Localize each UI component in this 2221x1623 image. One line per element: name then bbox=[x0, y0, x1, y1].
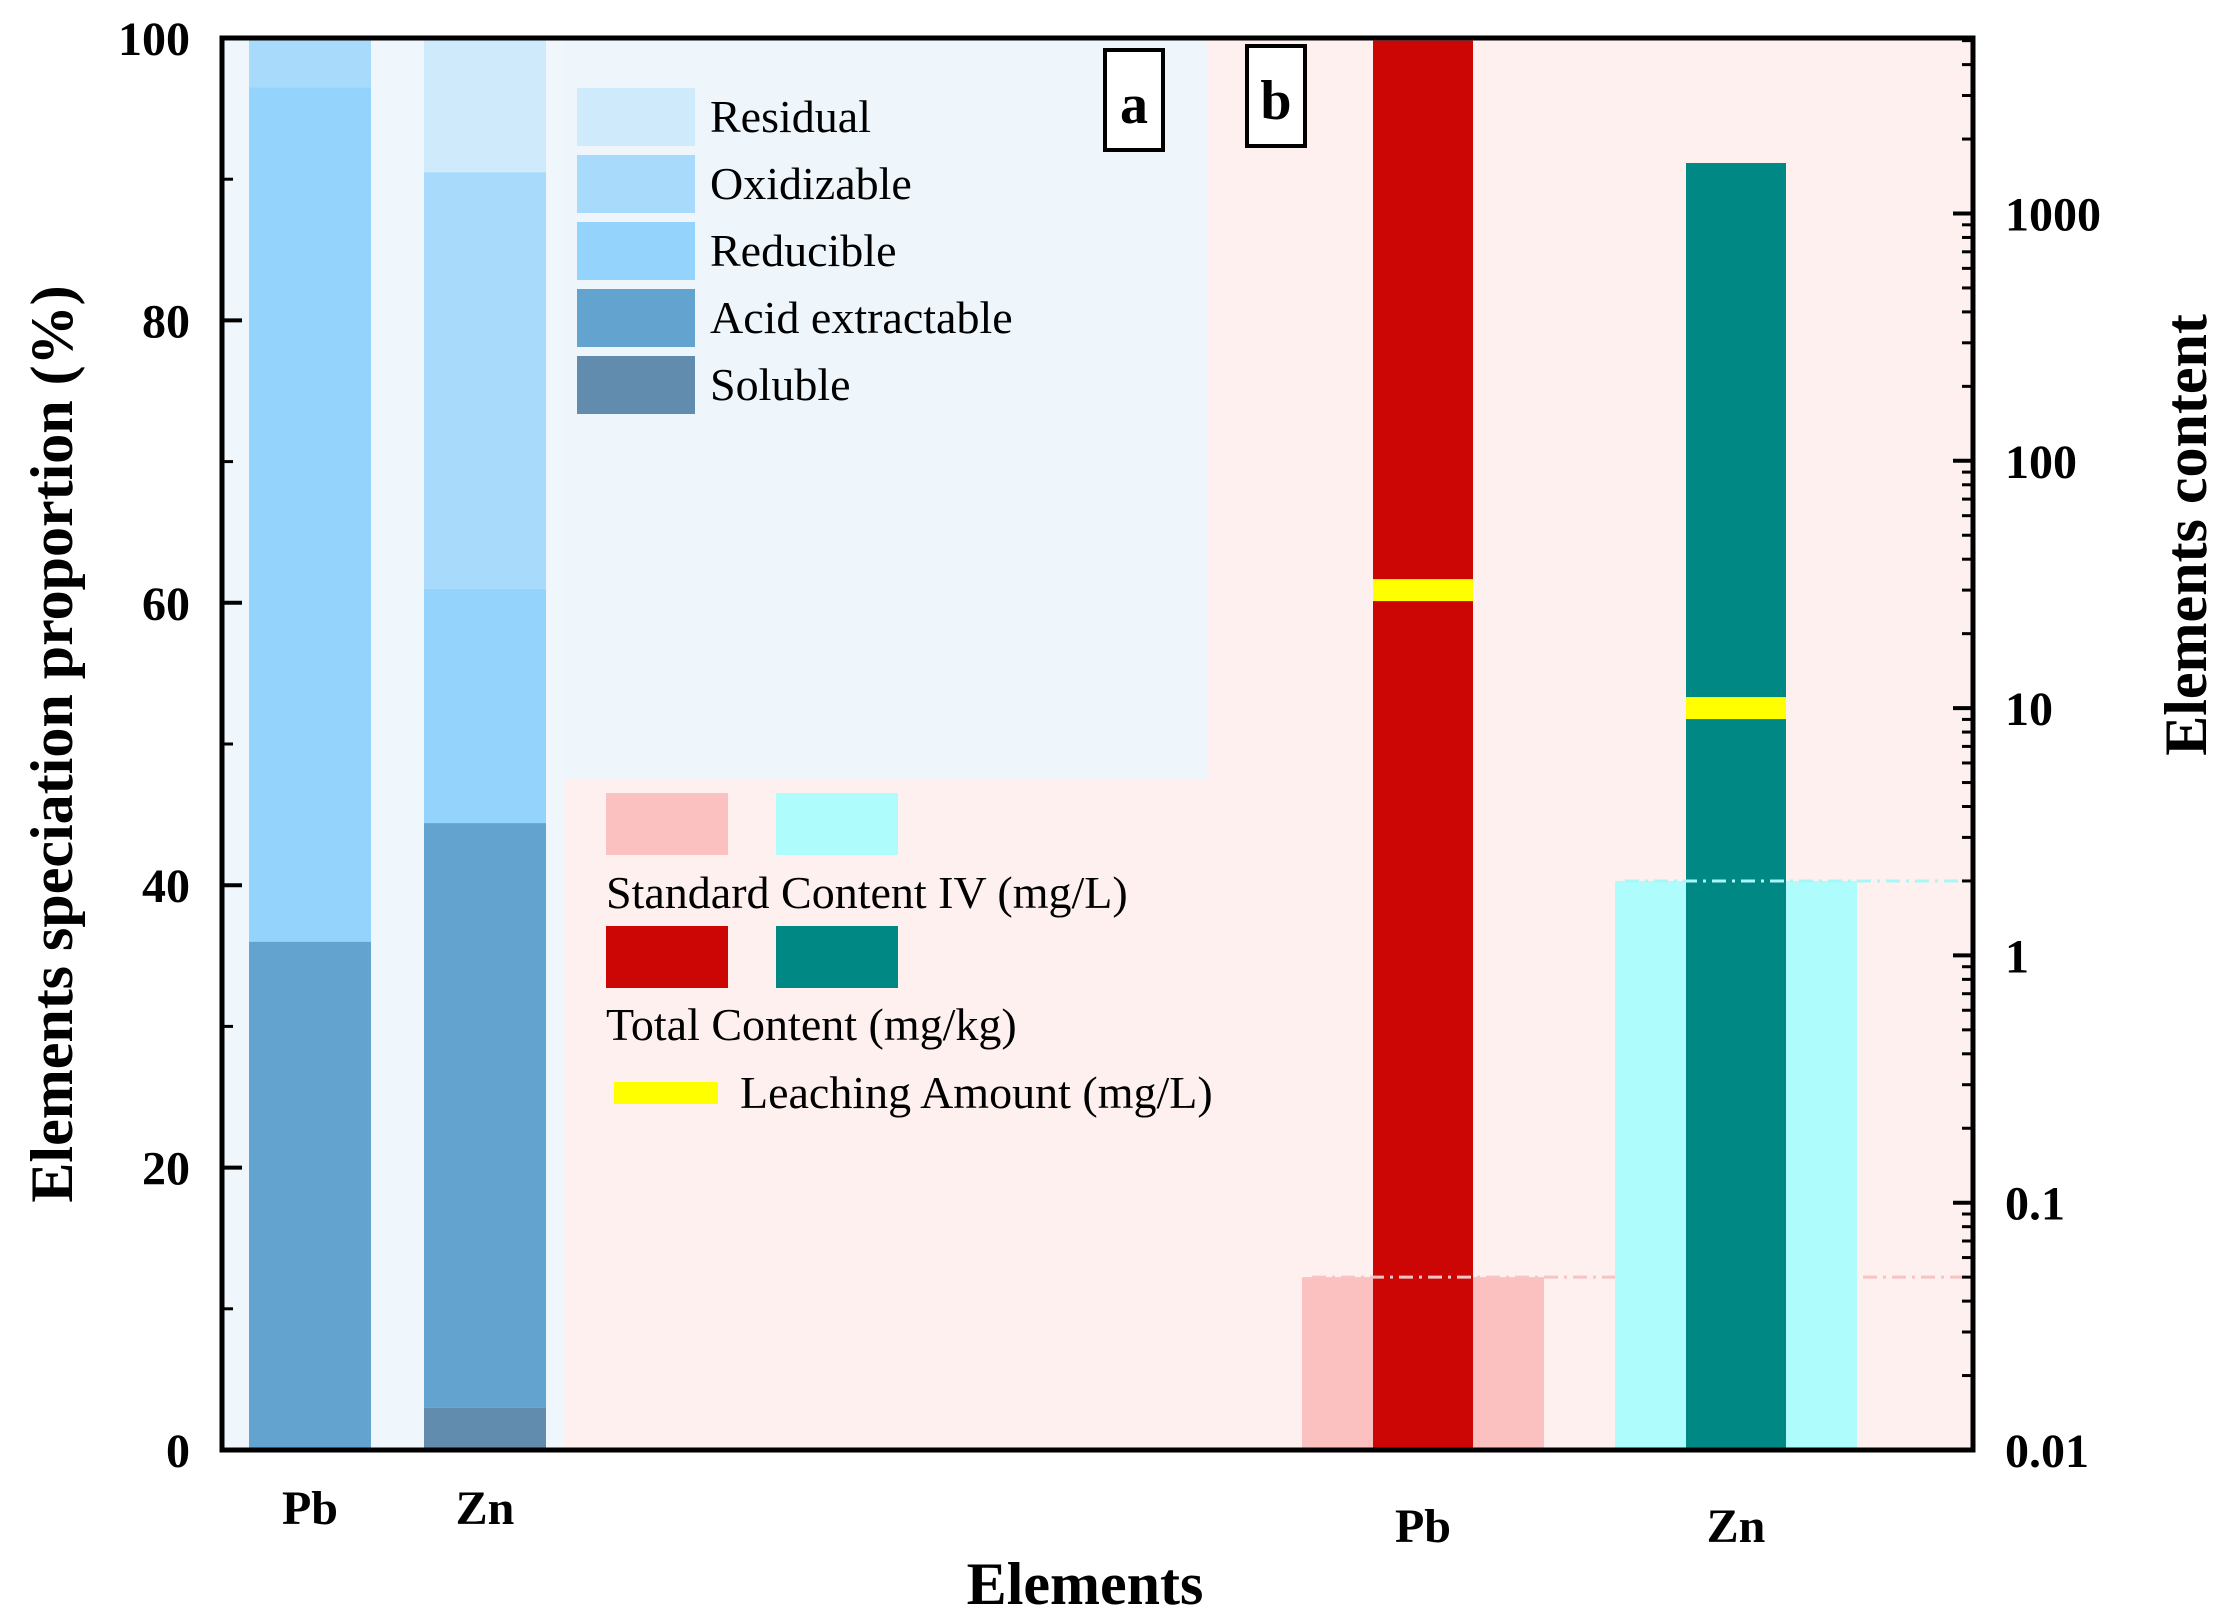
panel-a-bars bbox=[249, 38, 546, 1450]
legend-label-soluble: Soluble bbox=[710, 359, 851, 410]
x-tick-label-b-pb: Pb bbox=[1395, 1500, 1451, 1553]
x-axis-tick-labels: Pb Zn Pb Zn bbox=[282, 1482, 1765, 1553]
bar-a-pb-acid-extractable bbox=[249, 941, 371, 1450]
x-axis-title: Elements bbox=[967, 1551, 1204, 1617]
bar-a-zn-soluble bbox=[424, 1407, 546, 1450]
panel-label-b: b bbox=[1245, 44, 1307, 148]
bar-a-pb-oxidizable bbox=[249, 38, 371, 88]
legend-label-residual: Residual bbox=[710, 91, 871, 142]
legend-label-oxidizable: Oxidizable bbox=[710, 158, 912, 209]
panel-label-a: a bbox=[1103, 48, 1165, 152]
panel-b-bars bbox=[1302, 40, 1967, 1451]
right-tick-label: 1000 bbox=[2005, 189, 2101, 242]
right-tick-label: 0.01 bbox=[2005, 1425, 2089, 1478]
y-axis-title-right: Elements content bbox=[2153, 314, 2219, 756]
right-tick-label: 1 bbox=[2005, 930, 2029, 983]
x-tick-label-b-zn: Zn bbox=[1707, 1500, 1766, 1553]
legend-b: Standard Content IV (mg/L) Total Content … bbox=[606, 793, 1213, 1118]
legend-swatch-leaching bbox=[614, 1082, 718, 1104]
marker-b-pb-leaching-amount bbox=[1373, 579, 1473, 602]
left-axis-ticks: 0 20 40 60 80 100 bbox=[118, 13, 242, 1478]
right-tick-label: 100 bbox=[2005, 436, 2077, 489]
panel-label-a-text: a bbox=[1120, 74, 1148, 136]
legend-swatch-standard-zn bbox=[776, 793, 898, 855]
legend-swatch-oxidizable bbox=[577, 155, 695, 213]
x-tick-label-a-zn: Zn bbox=[456, 1482, 515, 1535]
bar-a-zn-oxidizable bbox=[424, 172, 546, 589]
legend-swatch-soluble bbox=[577, 356, 695, 414]
panel-b-background bbox=[1207, 38, 1973, 1450]
y-axis-title-left: Elements speciation proportion (%) bbox=[19, 285, 85, 1202]
legend-a: Residual Oxidizable Reducible Acid extracta… bbox=[577, 88, 1013, 414]
legend-swatch-standard-pb bbox=[606, 793, 728, 855]
legend-label-reducible: Reducible bbox=[710, 225, 897, 276]
bar-a-pb-reducible bbox=[249, 87, 371, 942]
bar-b-zn-total-content bbox=[1686, 163, 1786, 1451]
panel-label-b-text: b bbox=[1260, 70, 1291, 132]
x-tick-label-a-pb: Pb bbox=[282, 1482, 338, 1535]
bar-a-zn-acid-extractable bbox=[424, 823, 546, 1408]
legend-swatch-residual bbox=[577, 88, 695, 146]
bar-a-zn-reducible bbox=[424, 588, 546, 824]
bar-b-pb-total-content bbox=[1373, 40, 1473, 1450]
left-tick-label: 40 bbox=[142, 860, 190, 913]
legend-label-leaching-amount: Leaching Amount (mg/L) bbox=[740, 1067, 1213, 1118]
marker-b-zn-leaching-amount bbox=[1686, 697, 1786, 720]
right-axis-ticks: 0.01 0.1 1 10 100 1000 bbox=[1953, 39, 2101, 1478]
legend-b-background bbox=[563, 780, 1207, 1450]
right-tick-label: 0.1 bbox=[2005, 1178, 2065, 1231]
legend-swatch-total-zn bbox=[776, 926, 898, 988]
legend-swatch-total-pb bbox=[606, 926, 728, 988]
left-tick-label: 60 bbox=[142, 578, 190, 631]
bar-a-zn-residual bbox=[424, 38, 546, 173]
right-tick-label: 10 bbox=[2005, 683, 2053, 736]
legend-label-acid-extractable: Acid extractable bbox=[710, 292, 1013, 343]
left-tick-label: 20 bbox=[142, 1143, 190, 1196]
panel-backgrounds bbox=[222, 38, 1973, 1450]
left-tick-label: 100 bbox=[118, 13, 190, 66]
legend-swatch-reducible bbox=[577, 222, 695, 280]
left-tick-label: 0 bbox=[166, 1425, 190, 1478]
legend-swatch-acid-extractable bbox=[577, 289, 695, 347]
legend-label-total-content: Total Content (mg/kg) bbox=[606, 999, 1017, 1050]
legend-label-standard-content: Standard Content IV (mg/L) bbox=[606, 867, 1128, 918]
left-tick-label: 80 bbox=[142, 295, 190, 348]
